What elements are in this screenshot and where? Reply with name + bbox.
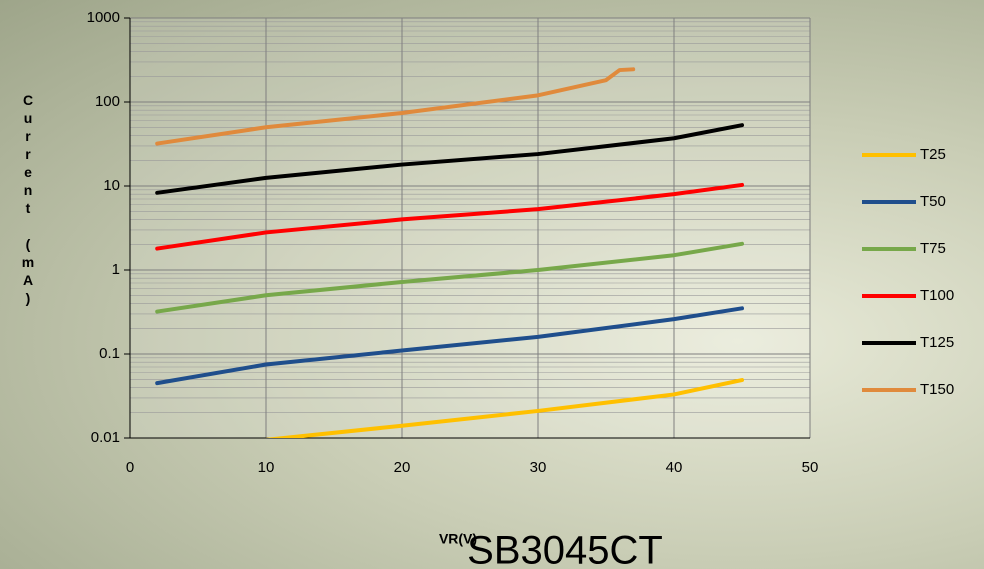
series-line (155, 67, 636, 146)
x-tick-label: 40 (666, 459, 683, 476)
x-axis-label: VR(V) (439, 531, 477, 547)
series-group (155, 67, 744, 438)
series-line (155, 123, 744, 195)
y-tick-label: 1000 (87, 9, 120, 26)
y-tick-label: 1 (112, 261, 120, 278)
legend-label: T150 (920, 381, 954, 398)
series-line (155, 241, 744, 314)
x-tick-label: 20 (394, 459, 411, 476)
x-tick-label: 0 (126, 459, 134, 476)
legend-label: T125 (920, 334, 954, 351)
y-tick-label: 10 (103, 177, 120, 194)
y-tick-label: 0.1 (99, 345, 120, 362)
x-tick-label: 30 (530, 459, 547, 476)
x-tick-label: 50 (802, 459, 819, 476)
y-tick-label: 100 (95, 93, 120, 110)
y-axis-label: Current (mA) (20, 92, 36, 308)
x-tick-label: 10 (258, 459, 275, 476)
series-line (264, 378, 744, 438)
chart-title: SB3045CT (467, 529, 663, 569)
plot-area (130, 18, 810, 438)
legend-label: T75 (920, 240, 946, 257)
legend-label: T100 (920, 287, 954, 304)
series-line (155, 182, 744, 251)
series-line (155, 306, 744, 386)
y-tick-label: 0.01 (91, 429, 120, 446)
legend-label: T25 (920, 146, 946, 163)
legend-label: T50 (920, 193, 946, 210)
